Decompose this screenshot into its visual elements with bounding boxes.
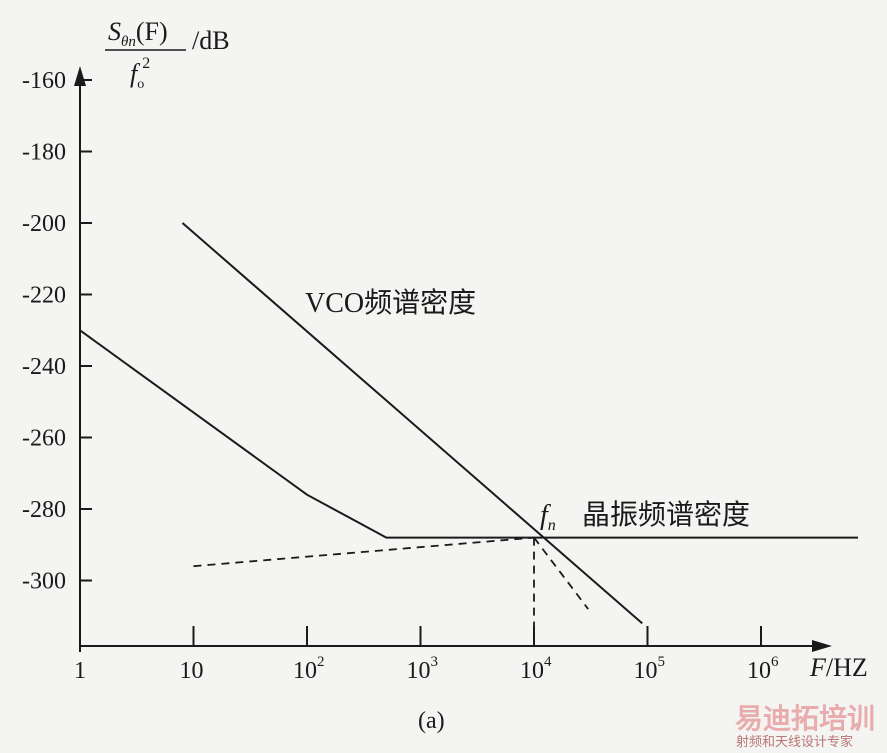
y-tick-label: -220	[22, 283, 66, 309]
fn-annotation: fn	[540, 500, 556, 534]
x-tick-label: 102	[293, 654, 325, 684]
vco-series-label: VCO频谱密度	[305, 287, 476, 319]
y-tick-label: -180	[22, 140, 66, 166]
y-ticks: -160 -180 -200 -220 -240 -260 -280 -300	[22, 68, 92, 595]
figure-caption: (a)	[418, 708, 445, 734]
svg-text:Sθn(F): Sθn(F)	[108, 17, 168, 50]
watermark-sub: 射频和天线设计专家	[736, 734, 853, 750]
watermark-main: 易迪拓培训	[735, 702, 875, 735]
x-tick-label: 103	[407, 654, 439, 684]
y-axis-arrow	[74, 66, 86, 86]
watermark: 易迪拓培训 射频和天线设计专家	[735, 702, 875, 750]
series-line-1	[79, 329, 858, 539]
dashed-asymptote-2	[193, 536, 535, 568]
x-tick-label: 1	[74, 658, 86, 684]
ylabel-den-sup: 2	[142, 55, 150, 72]
x-tick-label: 105	[634, 654, 666, 684]
y-axis-label: Sθn(F) fo 2 /dB	[105, 17, 230, 92]
xlabel-italic: F	[809, 653, 827, 682]
ylabel-num-main: S	[108, 17, 121, 46]
y-tick-label: -160	[22, 68, 66, 94]
crystal-series-label: 晶振频谱密度	[582, 499, 750, 531]
ylabel-num-arg: (F)	[136, 17, 168, 46]
ylabel-den-sub: o	[137, 77, 144, 92]
y-tick-label: -300	[22, 569, 66, 595]
x-axis-label: F/HZ	[809, 653, 868, 682]
dashed-asymptote-3	[533, 537, 589, 610]
series-line-0	[181, 222, 643, 625]
x-tick-label: 104	[520, 654, 552, 684]
x-axis-arrow	[812, 640, 832, 652]
x-tick-label: 106	[747, 654, 779, 684]
y-tick-label: -280	[22, 497, 66, 523]
x-tick-label: 10	[180, 658, 204, 684]
y-tick-label: -260	[22, 426, 66, 452]
fn-sub: n	[548, 517, 556, 534]
xlabel-rest: /HZ	[826, 653, 868, 682]
ylabel-den-main: f	[130, 59, 141, 88]
y-tick-label: -240	[22, 354, 66, 380]
svg-text:fo2: fo 2	[130, 55, 150, 92]
y-tick-label: -200	[22, 211, 66, 237]
ylabel-num-sub: θn	[121, 34, 136, 50]
x-ticks: 1 10 102 103 104 105 106	[74, 626, 779, 684]
fn-main: f	[540, 500, 551, 531]
ylabel-unit: /dB	[192, 26, 230, 55]
axes	[74, 66, 832, 652]
series-layer	[79, 222, 858, 635]
